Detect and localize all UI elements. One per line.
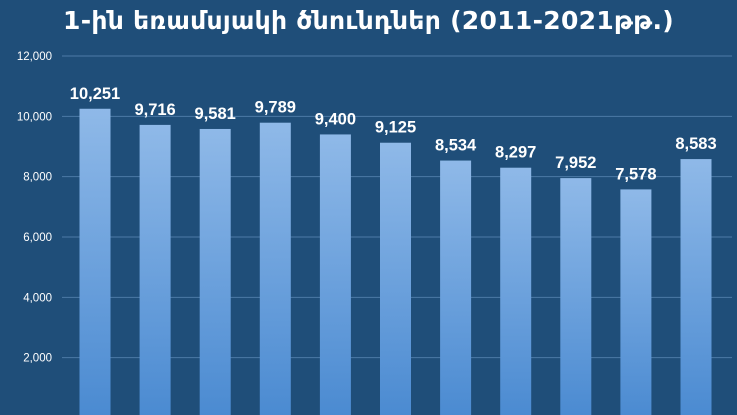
bar-2012	[139, 124, 171, 415]
data-label: 7,578	[615, 165, 656, 183]
bar-2021	[680, 159, 712, 415]
bar-2017	[440, 160, 472, 415]
data-label: 9,716	[134, 101, 175, 119]
y-tick-label: 2,000	[23, 353, 52, 365]
bar-2018	[500, 167, 532, 415]
chart-title: 1-ին եռամսյակի ծնունդներ (2011-2021թթ.)	[63, 6, 674, 35]
bar-2014	[259, 122, 291, 415]
bars	[79, 108, 712, 415]
y-tick-label: 10,000	[17, 111, 52, 123]
bar-2013	[199, 128, 231, 415]
bar-2020	[620, 189, 652, 415]
data-label: 7,952	[555, 154, 596, 172]
y-tick-label: 6,000	[23, 232, 52, 244]
data-label: 9,125	[375, 119, 416, 137]
bar-2019	[560, 178, 592, 415]
bar-2015	[319, 134, 351, 415]
y-tick-label: 4,000	[23, 292, 52, 304]
data-label: 8,534	[435, 137, 477, 155]
bar-2016	[380, 142, 411, 415]
data-label: 8,297	[495, 144, 536, 162]
data-label: 9,789	[255, 99, 296, 117]
data-labels: 10,251 9,716 9,581 9,789 9,400 9,125 8,534 8,29…	[70, 85, 717, 184]
data-label: 10,251	[70, 85, 120, 103]
y-axis: 2,000 4,000 6,000 8,000 10,000 12,000	[17, 51, 52, 365]
y-tick-label: 12,000	[17, 51, 52, 63]
data-label: 9,581	[195, 105, 236, 123]
data-label: 8,583	[675, 135, 716, 153]
data-label: 9,400	[315, 110, 356, 128]
bar-2011	[79, 108, 111, 415]
y-tick-label: 8,000	[23, 172, 52, 184]
